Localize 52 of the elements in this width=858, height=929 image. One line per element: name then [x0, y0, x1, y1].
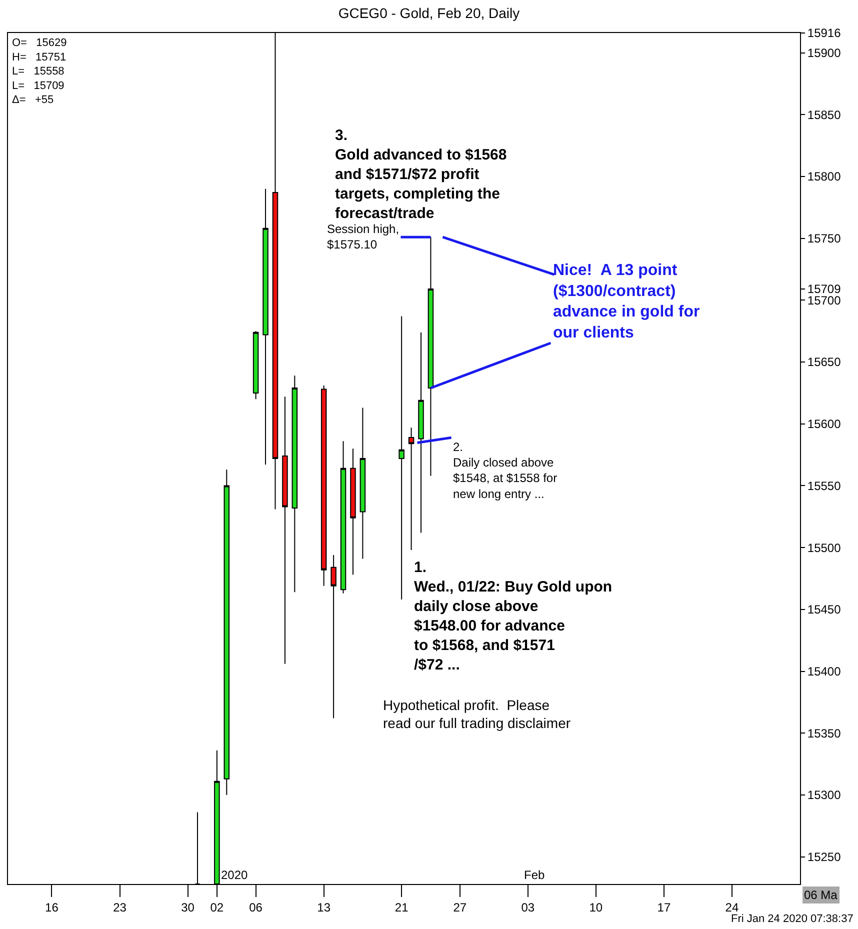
candlestick — [282, 396, 288, 664]
x-tick-label: 30 — [181, 900, 195, 914]
annotation: Nice! A 13 point ($1300/contract) advance in gold for our clients — [553, 262, 700, 342]
candlestick — [330, 554, 336, 719]
candlestick — [292, 375, 298, 593]
annotation: Feb — [524, 868, 546, 882]
text: Fri Jan 24 2020 07:38:37 — [731, 913, 854, 925]
y-tick-label: 15850 — [807, 108, 842, 122]
y-tick-label: 15750 — [807, 232, 842, 246]
y-tick-label: 15600 — [807, 417, 842, 432]
candlestick — [418, 332, 424, 534]
candlestick — [408, 427, 414, 551]
x-tick-label: 02 — [210, 900, 224, 914]
x-tick-label: 17 — [657, 900, 671, 914]
candlestick — [340, 440, 346, 594]
candlestick — [320, 385, 327, 586]
x-tick-label: 16 — [45, 900, 59, 914]
annotation: 2. Daily closed above $1548, at $1558 for new long entry ... — [453, 440, 558, 501]
annotation: Hypothetical profit. Please read our full trading disclaimer — [383, 697, 571, 732]
x-tick-label: 03 — [521, 900, 535, 914]
x-tick-label: 06 — [249, 900, 263, 914]
annotation: 1. Wed., 01/22: Buy Gold upon daily close above $1548.00 for advance to $1568, and $1571 /$72 ... — [414, 559, 612, 674]
x-tick-label: 21 — [394, 900, 409, 914]
annotation: O= 15629 H= 15751 L= 15558 L= 15709 Δ= +55 — [12, 37, 67, 106]
candlestick — [360, 407, 366, 560]
y-tick-label: 15550 — [807, 478, 842, 493]
annotation: 2020 — [221, 868, 248, 882]
y-tick-label: 15500 — [807, 540, 842, 555]
candlestick — [398, 316, 404, 600]
candlestick — [252, 330, 259, 400]
y-tick-label: 15450 — [807, 602, 842, 617]
annotation: Session high, $1575.10 — [327, 222, 400, 252]
y-tick-label: 15400 — [807, 664, 842, 678]
x-tick-label: 13 — [317, 900, 331, 914]
candlestick — [350, 448, 356, 576]
y-tick-label: 15900 — [807, 46, 842, 60]
annotation: 3. Gold advanced to $1568 and $1571/$72 profit targets, completing the forecast/trade — [335, 127, 507, 222]
y-tick-label: 15300 — [807, 788, 842, 802]
candlestick — [262, 188, 268, 466]
y-tick-label: 15250 — [807, 850, 842, 864]
candlestick — [224, 469, 230, 796]
x-tick-label: 23 — [113, 900, 127, 914]
x-tick-label: 24 — [725, 900, 739, 914]
candlestick — [428, 236, 434, 476]
x-tick-label: 10 — [589, 900, 603, 914]
y-tick-label: 15916 — [807, 26, 842, 40]
chart-title: GCEG0 - Gold, Feb 20, Daily — [338, 4, 520, 21]
y-tick-label: 15650 — [807, 355, 842, 370]
text: 06 Ma — [804, 888, 838, 902]
y-tick-label: 15800 — [807, 170, 842, 184]
y-tick-label: 15350 — [807, 726, 842, 740]
x-tick-label: 27 — [453, 900, 467, 914]
